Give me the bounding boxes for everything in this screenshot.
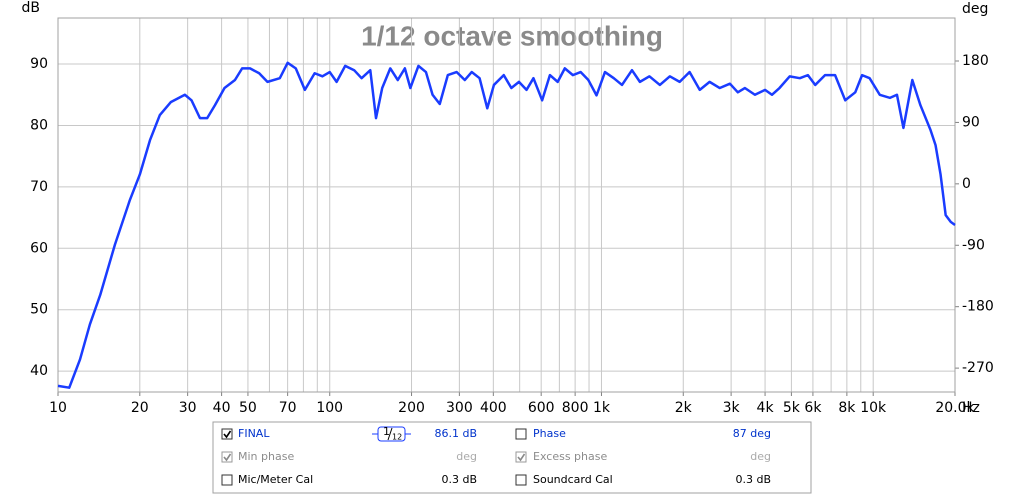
y-tick-label: 80: [30, 117, 48, 133]
x-tick-label: 300: [446, 400, 473, 416]
checkmark: [223, 430, 232, 439]
y2-tick-label: -180: [962, 299, 994, 315]
x-tick-label: 20: [131, 400, 149, 416]
y-tick-label: 60: [30, 240, 48, 256]
x-tick-label: 30: [179, 400, 197, 416]
legend-value: 0.3 dB: [441, 473, 477, 486]
checkbox[interactable]: [221, 474, 233, 486]
y-axis-label: dB: [22, 0, 41, 16]
x-tick-label: 40: [213, 400, 231, 416]
x-tick-label: 200: [398, 400, 425, 416]
checkmark: [517, 453, 526, 462]
checkbox[interactable]: [221, 428, 233, 440]
x-tick-label: 6k: [804, 400, 822, 416]
legend-label: Mic/Meter Cal: [238, 473, 313, 486]
x-tick-label: 600: [528, 400, 555, 416]
x-tick-label: 5k: [783, 400, 801, 416]
x-tick-label: 50: [239, 400, 257, 416]
legend-label: Min phase: [238, 450, 294, 463]
x-tick-label: 70: [279, 400, 297, 416]
y2-axis-label: deg: [962, 1, 988, 17]
x-tick-label: 10: [49, 400, 67, 416]
chart-title: 1/12 octave smoothing: [361, 20, 663, 51]
legend-label: FINAL: [238, 427, 270, 440]
checkbox[interactable]: [515, 474, 527, 486]
legend-value: deg: [750, 450, 771, 463]
x-tick-label: 20.0k: [935, 400, 975, 416]
x-tick-label: 400: [480, 400, 507, 416]
x-tick-label: 4k: [757, 400, 775, 416]
y2-tick-label: 180: [962, 53, 989, 69]
checkbox[interactable]: [515, 428, 527, 440]
x-tick-label: 3k: [723, 400, 741, 416]
smoothing-num: 1: [383, 425, 390, 438]
x-tick-label: 8k: [838, 400, 856, 416]
legend-label: Excess phase: [533, 450, 607, 463]
checkbox: [221, 451, 233, 463]
y2-tick-label: -270: [962, 360, 994, 376]
y-tick-label: 40: [30, 363, 48, 379]
legend-value: 86.1 dB: [434, 427, 477, 440]
legend-panel: [212, 421, 812, 494]
legend-value: 0.3 dB: [735, 473, 771, 486]
y-tick-label: 50: [30, 302, 48, 318]
legend-value: deg: [456, 450, 477, 463]
checkbox: [515, 451, 527, 463]
response-line: [57, 61, 956, 389]
smoothing-den: 12: [392, 433, 402, 442]
y2-tick-label: -90: [962, 237, 985, 253]
legend-label: Soundcard Cal: [533, 473, 613, 486]
plot-frame: [57, 17, 956, 393]
x-tick-label: 800: [562, 400, 589, 416]
x-tick-label: 10k: [860, 400, 887, 416]
checkmark: [223, 453, 232, 462]
x-tick-label: 2k: [675, 400, 693, 416]
fraction-slash: [387, 427, 393, 441]
y2-tick-label: 90: [962, 114, 980, 130]
y-tick-label: 70: [30, 179, 48, 195]
y-tick-label: 90: [30, 56, 48, 72]
x-tick-label: 100: [316, 400, 343, 416]
y2-tick-label: 0: [962, 176, 971, 192]
legend-value: 87 deg: [733, 427, 771, 440]
x-axis-label: Hz: [962, 400, 980, 416]
plot-area: [57, 17, 956, 393]
x-tick-label: 1k: [593, 400, 611, 416]
legend-label: Phase: [533, 427, 566, 440]
